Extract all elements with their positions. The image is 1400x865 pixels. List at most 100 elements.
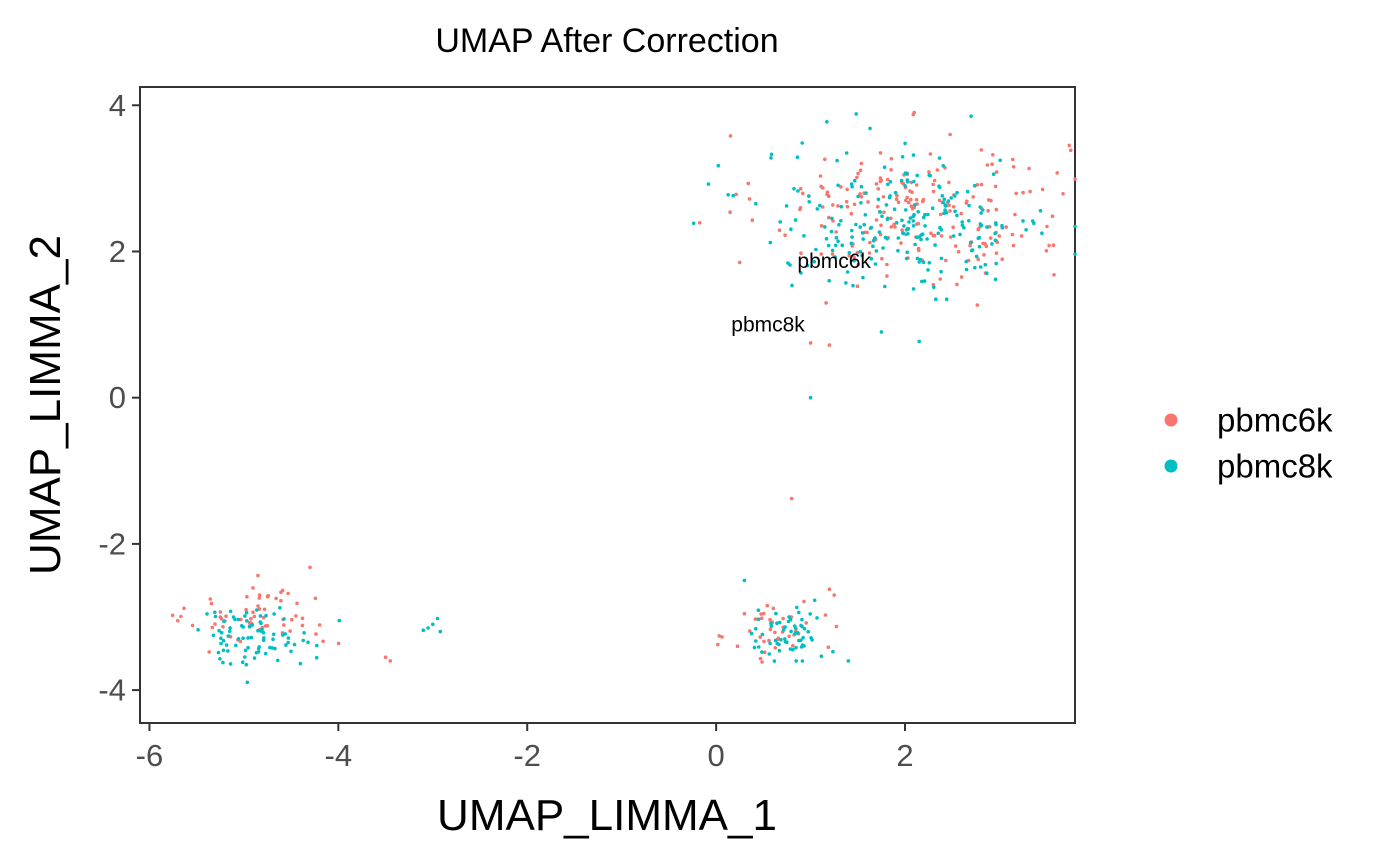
point-pbmc6k — [819, 184, 823, 189]
point-pbmc8k — [800, 624, 804, 629]
point-pbmc6k — [905, 195, 909, 200]
point-pbmc8k — [941, 164, 946, 168]
point-pbmc8k — [731, 193, 735, 198]
x-tick-label: -2 — [513, 738, 541, 773]
point-pbmc6k — [948, 235, 953, 239]
point-pbmc8k — [940, 194, 945, 198]
point-pbmc8k — [262, 636, 266, 640]
point-pbmc8k — [812, 259, 817, 264]
point-pbmc6k — [947, 180, 951, 185]
point-pbmc6k — [885, 262, 889, 267]
point-pbmc6k — [300, 623, 305, 628]
point-pbmc6k — [819, 224, 824, 228]
y-tick-label: -4 — [98, 673, 126, 708]
point-pbmc8k — [953, 194, 957, 198]
point-pbmc8k — [911, 153, 916, 157]
point-pbmc8k — [805, 263, 810, 268]
legend-label-pbmc8k: pbmc8k — [1217, 448, 1333, 485]
point-pbmc6k — [823, 613, 828, 617]
point-pbmc8k — [815, 616, 819, 620]
point-pbmc8k — [240, 660, 245, 664]
point-pbmc8k — [886, 182, 890, 187]
point-pbmc6k — [742, 611, 747, 616]
point-pbmc6k — [836, 204, 840, 208]
point-pbmc8k — [790, 283, 794, 288]
point-pbmc6k — [827, 215, 831, 220]
point-pbmc6k — [244, 607, 248, 612]
point-pbmc6k — [975, 303, 980, 307]
point-pbmc8k — [979, 211, 983, 215]
point-pbmc8k — [967, 203, 971, 208]
point-pbmc8k — [691, 221, 696, 226]
point-pbmc8k — [226, 649, 230, 653]
point-pbmc6k — [989, 198, 993, 203]
point-pbmc6k — [948, 132, 952, 137]
point-pbmc8k — [854, 222, 858, 227]
point-pbmc6k — [1055, 171, 1059, 175]
point-pbmc6k — [182, 606, 186, 611]
point-pbmc6k — [844, 199, 849, 204]
point-pbmc8k — [797, 610, 801, 615]
point-pbmc6k — [899, 241, 903, 245]
point-pbmc8k — [788, 617, 793, 622]
point-pbmc8k — [789, 227, 793, 231]
point-pbmc8k — [211, 633, 216, 638]
point-pbmc6k — [889, 168, 893, 172]
point-pbmc8k — [902, 224, 906, 228]
point-pbmc6k — [909, 197, 913, 202]
point-pbmc8k — [955, 213, 959, 218]
point-pbmc6k — [879, 178, 883, 182]
point-pbmc6k — [697, 221, 702, 225]
point-pbmc6k — [1073, 177, 1077, 181]
point-pbmc8k — [775, 621, 779, 625]
point-pbmc8k — [896, 236, 901, 240]
point-pbmc8k — [1000, 225, 1005, 230]
point-pbmc8k — [777, 648, 782, 653]
point-pbmc6k — [808, 341, 813, 345]
point-pbmc8k — [915, 173, 919, 178]
point-pbmc6k — [771, 606, 776, 611]
point-pbmc8k — [257, 645, 262, 649]
point-pbmc8k — [916, 210, 920, 214]
point-pbmc8k — [994, 222, 998, 227]
point-pbmc8k — [271, 632, 276, 637]
point-pbmc8k — [949, 196, 953, 200]
point-pbmc8k — [893, 191, 898, 195]
point-pbmc6k — [262, 607, 267, 612]
point-pbmc8k — [438, 629, 443, 634]
point-pbmc6k — [251, 610, 255, 614]
point-pbmc8k — [993, 231, 997, 236]
point-pbmc6k — [313, 596, 318, 601]
point-pbmc8k — [812, 598, 817, 603]
point-pbmc8k — [903, 141, 907, 146]
point-pbmc8k — [814, 247, 818, 252]
point-pbmc8k — [900, 155, 905, 159]
point-pbmc6k — [279, 590, 283, 595]
point-pbmc6k — [290, 617, 294, 622]
point-pbmc8k — [716, 163, 721, 168]
point-pbmc6k — [959, 211, 963, 216]
x-axis: -6 -4 -2 0 2 — [136, 723, 914, 773]
point-pbmc8k — [752, 645, 757, 650]
point-pbmc8k — [286, 640, 290, 645]
point-pbmc6k — [388, 659, 393, 663]
point-pbmc6k — [1052, 273, 1056, 277]
point-pbmc8k — [833, 243, 838, 248]
point-pbmc8k — [835, 158, 839, 163]
point-pbmc6k — [321, 639, 325, 644]
point-pbmc8k — [769, 156, 773, 160]
point-pbmc8k — [846, 659, 851, 663]
chart-title: UMAP After Correction — [435, 22, 778, 60]
point-pbmc6k — [1021, 190, 1025, 195]
point-pbmc6k — [827, 343, 832, 347]
point-pbmc6k — [820, 205, 825, 209]
point-pbmc6k — [265, 623, 270, 628]
point-pbmc8k — [912, 212, 916, 217]
point-pbmc8k — [837, 222, 841, 227]
point-pbmc8k — [913, 242, 917, 247]
point-pbmc8k — [1021, 219, 1025, 223]
point-pbmc8k — [205, 612, 209, 616]
point-pbmc8k — [892, 207, 897, 211]
point-pbmc8k — [272, 612, 276, 616]
